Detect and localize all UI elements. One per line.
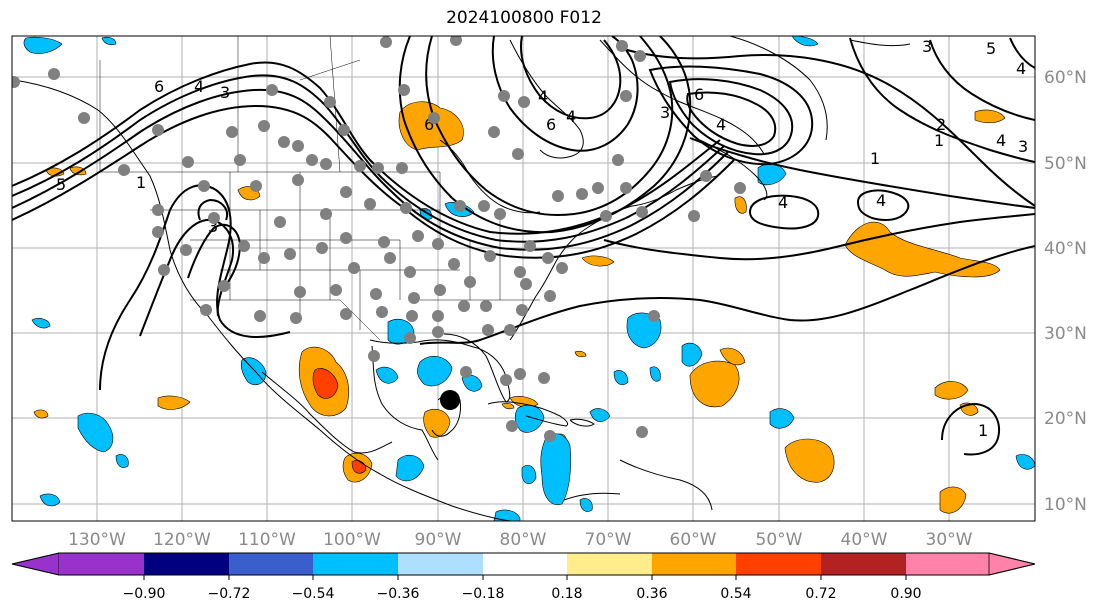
contour-label: 2	[936, 115, 946, 134]
colorbar-segment	[483, 553, 567, 575]
contour-label: 5	[986, 39, 996, 58]
colorbar-segment	[144, 553, 229, 575]
colorbar-tick-label: 0.18	[551, 586, 582, 602]
contour-label: 4	[876, 191, 886, 210]
latitude-labels: 60°N 50°N 40°N 30°N 20°N 10°N	[1044, 68, 1087, 515]
colorbar-tick-label: −0.72	[208, 586, 251, 602]
colorbar-segment	[567, 553, 652, 575]
colorbar-tick-label: −0.54	[292, 586, 335, 602]
contour-label: 4	[538, 87, 548, 106]
graticule	[12, 36, 1035, 521]
colorbar-segment	[313, 553, 398, 575]
map-frame	[11, 35, 1036, 522]
colorbar-segment	[11, 552, 60, 576]
colorbar	[11, 552, 1036, 580]
contour-label: 3	[1018, 137, 1028, 156]
lon-label: 60°W	[670, 530, 717, 550]
colorbar-segment	[821, 553, 906, 575]
storm-center-marker	[440, 390, 460, 410]
lat-label: 20°N	[1044, 409, 1087, 429]
colorbar-segment	[229, 553, 313, 575]
contour-label: 4	[566, 107, 576, 126]
lon-label: 80°W	[500, 530, 547, 550]
colorbar-tick-label: 0.36	[636, 586, 667, 602]
colorbar-tick-label: −0.18	[462, 586, 505, 602]
lat-label: 50°N	[1044, 154, 1087, 174]
colorbar-outline	[11, 552, 1036, 576]
colorbar-tick-label: −0.90	[123, 586, 166, 602]
lon-label: 70°W	[585, 530, 632, 550]
colorbar-segment	[652, 553, 736, 575]
contour-label: 6	[154, 77, 164, 96]
anomaly-shading	[23, 36, 1035, 521]
contour-label: 3	[922, 37, 932, 56]
colorbar-segment	[59, 553, 144, 575]
contour-label: 3	[208, 217, 218, 236]
lon-label: 30°W	[926, 530, 973, 550]
lon-label: 120°W	[153, 530, 211, 550]
contour-label: 6	[546, 115, 556, 134]
colorbar-segment	[906, 553, 989, 575]
colorbar-ticks: −0.90 −0.72 −0.54 −0.36 −0.18 0.18 0.36 …	[123, 586, 922, 602]
colorbar-segment	[398, 553, 483, 575]
lat-label: 60°N	[1044, 68, 1087, 88]
contour-label: 6	[424, 115, 434, 134]
colorbar-segment	[988, 552, 1036, 576]
lon-label: 130°W	[68, 530, 126, 550]
colorbar-tick-label: 0.90	[890, 586, 921, 602]
map-title: 2024100800 F012	[446, 8, 602, 28]
lon-label: 50°W	[756, 530, 803, 550]
colorbar-tick-label: 0.72	[805, 586, 836, 602]
contour-label: 1	[870, 149, 880, 168]
contour-label: 3	[220, 83, 230, 102]
contour-label: 1	[136, 173, 146, 192]
contour-label: 4	[996, 131, 1006, 150]
longitude-labels: 130°W 120°W 110°W 100°W 90°W 80°W 70°W 6…	[68, 530, 973, 550]
colorbar-segment	[736, 553, 821, 575]
contour-label: 4	[194, 77, 204, 96]
contour-label: 1	[934, 131, 944, 150]
station-markers	[12, 36, 746, 442]
lat-label: 40°N	[1044, 239, 1087, 259]
lon-label: 100°W	[323, 530, 381, 550]
contour-label: 4	[778, 193, 788, 212]
contour-label: 1	[978, 421, 988, 440]
lat-label: 10°N	[1044, 495, 1087, 515]
contour-label: 4	[1016, 59, 1026, 78]
contour-label: 6	[694, 85, 704, 104]
contour-labels: 6 4 3 5 1 3 6 6 4 4 3 5 4 3 6 1 1 2 4 4 …	[56, 37, 1028, 440]
lat-label: 30°N	[1044, 324, 1087, 344]
lon-label: 110°W	[238, 530, 296, 550]
contour-label: 5	[56, 175, 66, 194]
colorbar-tick-label: 0.54	[720, 586, 751, 602]
contour-label: 4	[716, 115, 726, 134]
lon-label: 40°W	[841, 530, 888, 550]
lon-label: 90°W	[415, 530, 462, 550]
colorbar-tick-label: −0.36	[377, 586, 420, 602]
contour-label: 3	[660, 103, 670, 122]
